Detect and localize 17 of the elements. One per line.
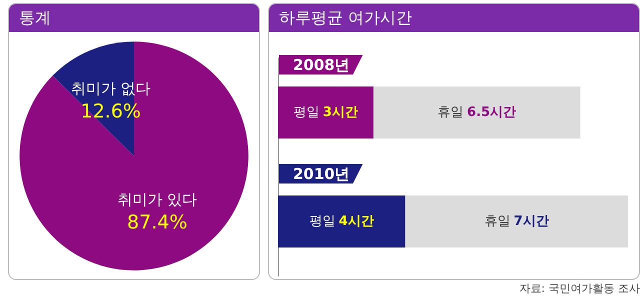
data-label: 4시간 [338,214,374,229]
slice-label: 취미가 있다 [117,190,198,209]
series-label: 휴일 [438,105,464,120]
data-label: 87.4% [127,212,188,234]
text: 자료: 국민여가활동 조사 [518,281,640,296]
series-label: 평일 [294,105,320,120]
y-tick-label: 2008년 [279,54,363,74]
text: 휴일 [484,214,510,229]
slice-label: 취미가 없다 [70,79,151,98]
data-label: 12.6% [80,100,141,122]
data-label: 3시간 [322,105,358,120]
data-label: 7시간 [514,214,549,229]
text: 평일 [309,214,336,229]
y-tick-label: 2010년 [279,164,363,184]
chart-title: 하루평균 여가시간 [269,4,639,32]
chart-title: 통계 [9,4,259,32]
data-label: 6.5시간 [467,105,516,120]
